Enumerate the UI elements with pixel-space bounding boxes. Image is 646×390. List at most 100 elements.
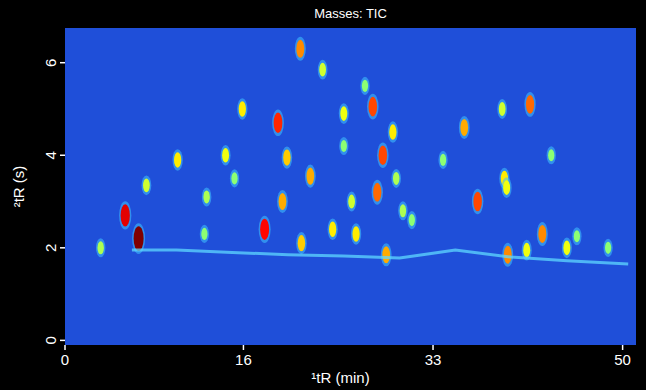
peak-halo: [328, 219, 338, 241]
peak: [329, 222, 336, 238]
peak-halo: [360, 77, 369, 95]
peak-halo: [438, 151, 447, 169]
peak: [298, 235, 306, 251]
y-axis-title: ²tR (s): [10, 166, 27, 208]
peak-halo: [459, 116, 470, 139]
y-tick: [60, 340, 65, 342]
y-tick: [60, 155, 65, 157]
peak: [400, 204, 407, 217]
peak-halo: [272, 110, 284, 137]
peak-halo: [547, 146, 556, 164]
peak: [174, 152, 181, 168]
peak-halo: [388, 121, 398, 143]
peak-halo: [173, 149, 183, 171]
y-tick-label: 0: [42, 336, 59, 344]
peak-halo: [202, 187, 212, 206]
peak-halo: [391, 169, 401, 188]
peak: [260, 219, 269, 240]
peak-halo: [339, 103, 349, 124]
peak-halo: [381, 243, 392, 266]
peak-halo: [502, 177, 512, 198]
peak: [503, 180, 510, 195]
peak-halo: [398, 201, 408, 220]
x-tick-label: 33: [425, 351, 442, 368]
peak: [97, 241, 104, 254]
marks: [96, 37, 628, 267]
peak-halo: [372, 180, 383, 205]
peak: [296, 40, 304, 58]
peak: [341, 140, 347, 152]
peak: [134, 226, 144, 251]
peak-halo: [377, 142, 389, 168]
peak: [473, 192, 482, 212]
peak-halo: [367, 94, 379, 120]
y-tick-label: 6: [42, 59, 59, 67]
peak: [352, 226, 359, 242]
peak-halo: [524, 92, 535, 117]
peak: [373, 183, 381, 202]
peak: [348, 195, 355, 209]
peak-halo: [351, 223, 361, 245]
peak: [121, 204, 130, 226]
peak-halo: [119, 201, 131, 229]
peak-halo: [221, 145, 231, 166]
peak-halo: [237, 98, 247, 120]
background: [0, 0, 646, 390]
peak: [231, 172, 237, 184]
peak-halo: [296, 232, 307, 254]
peak: [389, 124, 396, 140]
peak: [379, 145, 388, 165]
peak-halo: [472, 189, 484, 215]
peak: [143, 178, 150, 192]
peak: [574, 230, 580, 242]
x-tick: [243, 345, 245, 350]
peak-halo: [295, 37, 306, 61]
peak: [274, 113, 283, 134]
peak: [409, 214, 415, 226]
peak: [393, 172, 400, 185]
peak-halo: [305, 165, 316, 188]
title: Masses: TIC: [314, 6, 387, 21]
peak: [203, 190, 210, 203]
plot-area: [65, 28, 636, 345]
peak-halo: [142, 175, 152, 195]
column-bleed: [132, 250, 628, 264]
peak: [279, 193, 287, 210]
chart: 0 16 33 50 0 2 4 6 Masses: TIC ¹tR (min) ²tR (s): [0, 0, 646, 390]
y-tick: [60, 62, 65, 64]
peak: [538, 225, 546, 243]
peak-halo: [259, 216, 271, 243]
peak: [605, 242, 611, 254]
peak: [440, 154, 446, 166]
x-tick-label: 16: [235, 351, 252, 368]
peak: [382, 246, 390, 263]
peak-halo: [339, 137, 348, 155]
peak: [319, 63, 326, 77]
peak: [362, 80, 368, 92]
x-tick: [622, 345, 624, 350]
peak: [369, 97, 378, 117]
peak: [563, 240, 570, 255]
peak: [222, 148, 229, 163]
peak: [340, 106, 347, 121]
peak-halo: [230, 169, 239, 187]
peak: [548, 149, 554, 161]
x-axis-title: ¹tR (min): [311, 369, 369, 386]
y-tick-label: 2: [42, 244, 59, 252]
x-tick-label: 50: [614, 351, 631, 368]
peak-halo: [562, 237, 572, 258]
x-tick: [432, 345, 434, 350]
x-tick: [64, 345, 66, 350]
peak-halo: [497, 99, 507, 119]
y-tick-label: 4: [42, 151, 59, 159]
peak: [283, 149, 291, 165]
peak-halo: [603, 239, 612, 257]
peak: [504, 246, 512, 264]
peak: [499, 102, 506, 116]
peak-halo: [407, 211, 416, 229]
peak-halo: [200, 225, 209, 243]
peak: [523, 243, 530, 258]
peak: [201, 228, 207, 240]
x-tick-label: 0: [61, 351, 69, 368]
peak-halo: [347, 192, 357, 212]
